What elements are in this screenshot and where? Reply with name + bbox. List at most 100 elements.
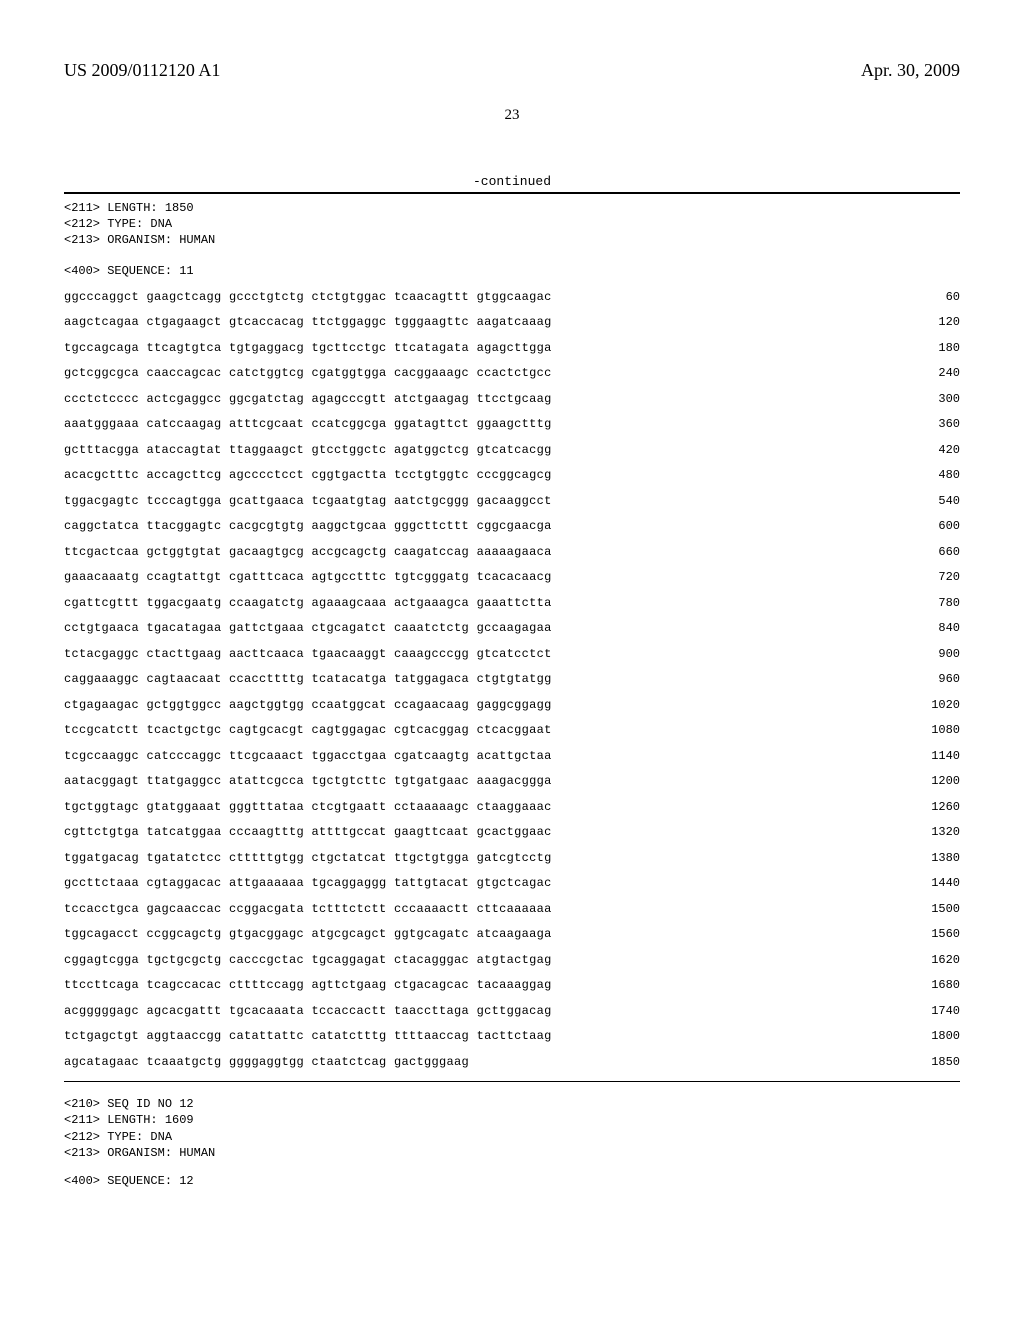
seq12-seqid: <210> SEQ ID NO 12 — [64, 1096, 960, 1112]
seq-position: 1260 — [901, 801, 960, 813]
seq-blocks: tccacctgca gagcaaccac ccggacgata tctttct… — [64, 903, 552, 915]
seq-row: caggaaaggc cagtaacaat ccaccttttg tcataca… — [64, 673, 960, 685]
seq-row: tggacgagtc tcccagtgga gcattgaaca tcgaatg… — [64, 495, 960, 507]
seq-blocks: cgttctgtga tatcatggaa cccaagtttg attttgc… — [64, 826, 552, 838]
seq-row: aagctcagaa ctgagaagct gtcaccacag ttctgga… — [64, 316, 960, 328]
seq-blocks: cggagtcgga tgctgcgctg cacccgctac tgcagga… — [64, 954, 552, 966]
seq-position: 660 — [904, 546, 960, 558]
seq11-body: ggcccaggct gaagctcagg gccctgtctg ctctgtg… — [64, 291, 960, 1068]
seq-position: 1620 — [901, 954, 960, 966]
seq11-type: <212> TYPE: DNA — [64, 216, 960, 232]
seq-row: ttccttcaga tcagccacac cttttccagg agttctg… — [64, 979, 960, 991]
seq11-length: <211> LENGTH: 1850 — [64, 200, 960, 216]
seq-position: 1800 — [901, 1030, 960, 1042]
seq-row: caggctatca ttacggagtc cacgcgtgtg aaggctg… — [64, 520, 960, 532]
seq-row: aaatgggaaa catccaagag atttcgcaat ccatcgg… — [64, 418, 960, 430]
seq-row: ctgagaagac gctggtggcc aagctggtgg ccaatgg… — [64, 699, 960, 711]
seq-row: aatacggagt ttatgaggcc atattcgcca tgctgtc… — [64, 775, 960, 787]
seq-row: agcatagaac tcaaatgctg ggggaggtgg ctaatct… — [64, 1056, 960, 1068]
seq-row: gccttctaaa cgtaggacac attgaaaaaa tgcagga… — [64, 877, 960, 889]
seq-blocks: tctacgaggc ctacttgaag aacttcaaca tgaacaa… — [64, 648, 552, 660]
seq12-meta: <210> SEQ ID NO 12 <211> LENGTH: 1609 <2… — [64, 1096, 960, 1161]
seq-blocks: gctcggcgca caaccagcac catctggtcg cgatggt… — [64, 367, 552, 379]
seq-row: cgttctgtga tatcatggaa cccaagtttg attttgc… — [64, 826, 960, 838]
seq-position: 1080 — [901, 724, 960, 736]
seq-position: 960 — [904, 673, 960, 685]
page-header: US 2009/0112120 A1 Apr. 30, 2009 — [64, 60, 960, 81]
seq-row: tctacgaggc ctacttgaag aacttcaaca tgaacaa… — [64, 648, 960, 660]
seq-row: gctttacgga ataccagtat ttaggaagct gtcctgg… — [64, 444, 960, 456]
seq-blocks: tccgcatctt tcactgctgc cagtgcacgt cagtgga… — [64, 724, 552, 736]
seq-blocks: aaatgggaaa catccaagag atttcgcaat ccatcgg… — [64, 418, 552, 430]
seq-position: 600 — [904, 520, 960, 532]
seq-position: 300 — [904, 393, 960, 405]
page-number: 23 — [64, 107, 960, 124]
seq-row: ggcccaggct gaagctcagg gccctgtctg ctctgtg… — [64, 291, 960, 303]
seq-blocks: tctgagctgt aggtaaccgg catattattc catatct… — [64, 1030, 552, 1042]
seq-position: 840 — [904, 622, 960, 634]
seq-position: 780 — [904, 597, 960, 609]
seq-position: 1680 — [901, 979, 960, 991]
seq-row: ttcgactcaa gctggtgtat gacaagtgcg accgcag… — [64, 546, 960, 558]
divider-bottom — [64, 1081, 960, 1082]
seq-blocks: ttcgactcaa gctggtgtat gacaagtgcg accgcag… — [64, 546, 552, 558]
seq-position: 480 — [904, 469, 960, 481]
seq-blocks: ttccttcaga tcagccacac cttttccagg agttctg… — [64, 979, 552, 991]
seq-position: 240 — [904, 367, 960, 379]
seq-row: gctcggcgca caaccagcac catctggtcg cgatggt… — [64, 367, 960, 379]
seq12-length: <211> LENGTH: 1609 — [64, 1112, 960, 1128]
seq-position: 540 — [904, 495, 960, 507]
seq-row: acgggggagc agcacgattt tgcacaaata tccacca… — [64, 1005, 960, 1017]
seq-row: tggcagacct ccggcagctg gtgacggagc atgcgca… — [64, 928, 960, 940]
seq-blocks: ccctctcccc actcgaggcc ggcgatctag agagccc… — [64, 393, 552, 405]
seq-position: 1320 — [901, 826, 960, 838]
seq11-sequence-label: <400> SEQUENCE: 11 — [64, 263, 960, 279]
seq-blocks: aagctcagaa ctgagaagct gtcaccacag ttctgga… — [64, 316, 552, 328]
seq-position: 1020 — [901, 699, 960, 711]
seq-row: cctgtgaaca tgacatagaa gattctgaaa ctgcaga… — [64, 622, 960, 634]
seq-position: 420 — [904, 444, 960, 456]
seq-row: tggatgacag tgatatctcc ctttttgtgg ctgctat… — [64, 852, 960, 864]
seq-row: tcgccaaggc catcccaggc ttcgcaaact tggacct… — [64, 750, 960, 762]
seq-blocks: gccttctaaa cgtaggacac attgaaaaaa tgcagga… — [64, 877, 552, 889]
seq-blocks: ggcccaggct gaagctcagg gccctgtctg ctctgtg… — [64, 291, 552, 303]
seq-blocks: ctgagaagac gctggtggcc aagctggtgg ccaatgg… — [64, 699, 552, 711]
seq-blocks: gctttacgga ataccagtat ttaggaagct gtcctgg… — [64, 444, 552, 456]
seq-blocks: tggcagacct ccggcagctg gtgacggagc atgcgca… — [64, 928, 552, 940]
seq-blocks: cctgtgaaca tgacatagaa gattctgaaa ctgcaga… — [64, 622, 552, 634]
seq-blocks: caggaaaggc cagtaacaat ccaccttttg tcataca… — [64, 673, 552, 685]
seq-position: 360 — [904, 418, 960, 430]
seq11-meta: <211> LENGTH: 1850 <212> TYPE: DNA <213>… — [64, 200, 960, 249]
seq12-type: <212> TYPE: DNA — [64, 1129, 960, 1145]
seq-position: 60 — [904, 291, 960, 303]
seq-row: tccacctgca gagcaaccac ccggacgata tctttct… — [64, 903, 960, 915]
seq-blocks: tggacgagtc tcccagtgga gcattgaaca tcgaatg… — [64, 495, 552, 507]
seq-blocks: aatacggagt ttatgaggcc atattcgcca tgctgtc… — [64, 775, 552, 787]
seq12-organism: <213> ORGANISM: HUMAN — [64, 1145, 960, 1161]
seq-blocks: gaaacaaatg ccagtattgt cgatttcaca agtgcct… — [64, 571, 552, 583]
seq-position: 1500 — [901, 903, 960, 915]
seq12-sequence-label: <400> SEQUENCE: 12 — [64, 1173, 960, 1189]
seq-position: 900 — [904, 648, 960, 660]
seq-blocks: acacgctttc accagcttcg agcccctcct cggtgac… — [64, 469, 552, 481]
publication-date: Apr. 30, 2009 — [861, 60, 960, 81]
seq-position: 1850 — [901, 1056, 960, 1068]
seq-row: tccgcatctt tcactgctgc cagtgcacgt cagtgga… — [64, 724, 960, 736]
seq11-organism: <213> ORGANISM: HUMAN — [64, 232, 960, 248]
seq-position: 1380 — [901, 852, 960, 864]
seq-blocks: tcgccaaggc catcccaggc ttcgcaaact tggacct… — [64, 750, 552, 762]
seq-row: cgattcgttt tggacgaatg ccaagatctg agaaagc… — [64, 597, 960, 609]
seq-position: 1140 — [901, 750, 960, 762]
seq-row: cggagtcgga tgctgcgctg cacccgctac tgcagga… — [64, 954, 960, 966]
seq-row: ccctctcccc actcgaggcc ggcgatctag agagccc… — [64, 393, 960, 405]
seq-position: 1440 — [901, 877, 960, 889]
divider-top — [64, 192, 960, 194]
seq-row: gaaacaaatg ccagtattgt cgatttcaca agtgcct… — [64, 571, 960, 583]
seq-position: 1560 — [901, 928, 960, 940]
seq-position: 1740 — [901, 1005, 960, 1017]
seq-row: tgctggtagc gtatggaaat gggtttataa ctcgtga… — [64, 801, 960, 813]
seq-position: 180 — [904, 342, 960, 354]
seq-row: tctgagctgt aggtaaccgg catattattc catatct… — [64, 1030, 960, 1042]
seq-position: 720 — [904, 571, 960, 583]
publication-number: US 2009/0112120 A1 — [64, 60, 220, 81]
